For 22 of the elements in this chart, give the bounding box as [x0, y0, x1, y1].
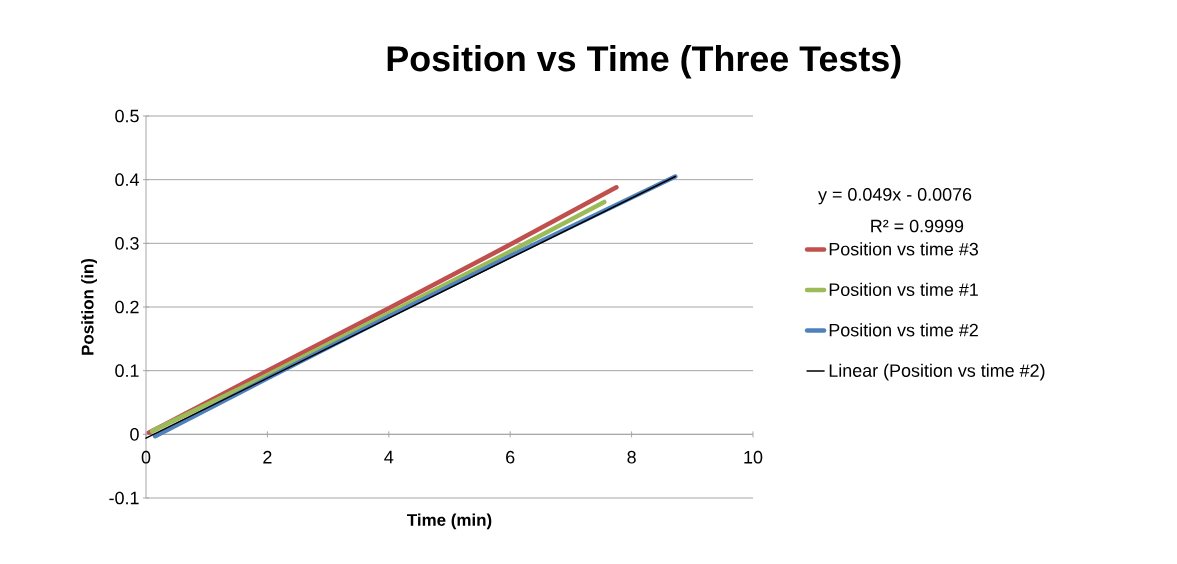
y-tick-label: 0.4: [115, 173, 139, 187]
text: y = 0.049x - 0.0076: [818, 188, 972, 205]
x-tick-label: 6: [506, 450, 515, 464]
x-tick-label: 4: [384, 450, 394, 464]
y-axis-title: Position (in): [81, 258, 97, 355]
x-tick-label: 10: [744, 450, 763, 464]
legend-label: Position vs time #3: [829, 242, 978, 256]
legend-label: Position vs time #1: [829, 282, 978, 296]
y-tick-label: 0.5: [115, 109, 139, 123]
x-axis-title: Time (min): [407, 513, 492, 530]
x-tick-label: 8: [627, 450, 636, 464]
y-tick-label: 0.1: [115, 364, 139, 378]
x-tick-label: 0: [141, 450, 151, 464]
legend-label: Position vs time #2: [829, 323, 978, 337]
y-tick-label: -0.1: [109, 491, 139, 505]
y-tick-label: 0.2: [115, 300, 139, 314]
y-tick-label: 0: [130, 427, 139, 441]
y-tick-label: 0.3: [115, 236, 139, 250]
text: R² = 0.9999: [871, 219, 964, 233]
chart-title: Position vs Time (Three Tests): [387, 45, 901, 79]
legend-label: Linear (Position vs time #2): [829, 363, 1045, 381]
x-tick-label: 2: [263, 450, 272, 464]
